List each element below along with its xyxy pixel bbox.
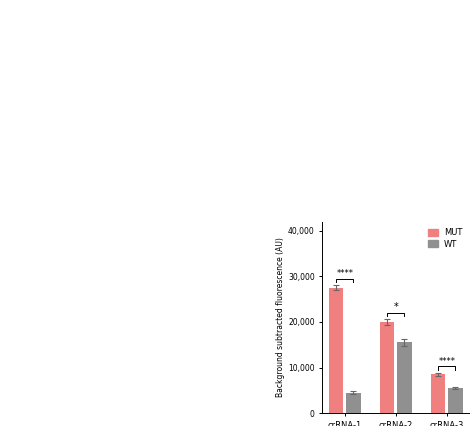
Y-axis label: Background subtracted fluorescence (AU): Background subtracted fluorescence (AU)	[276, 237, 285, 397]
Bar	[431, 374, 445, 413]
Bar	[329, 288, 343, 413]
Legend: MUT, WT: MUT, WT	[425, 226, 465, 251]
Bar	[346, 393, 361, 413]
Bar	[397, 343, 411, 413]
Bar	[448, 388, 463, 413]
Text: *: *	[393, 302, 398, 312]
Bar	[380, 322, 394, 413]
Text: ****: ****	[438, 357, 455, 366]
Text: ****: ****	[337, 269, 353, 278]
